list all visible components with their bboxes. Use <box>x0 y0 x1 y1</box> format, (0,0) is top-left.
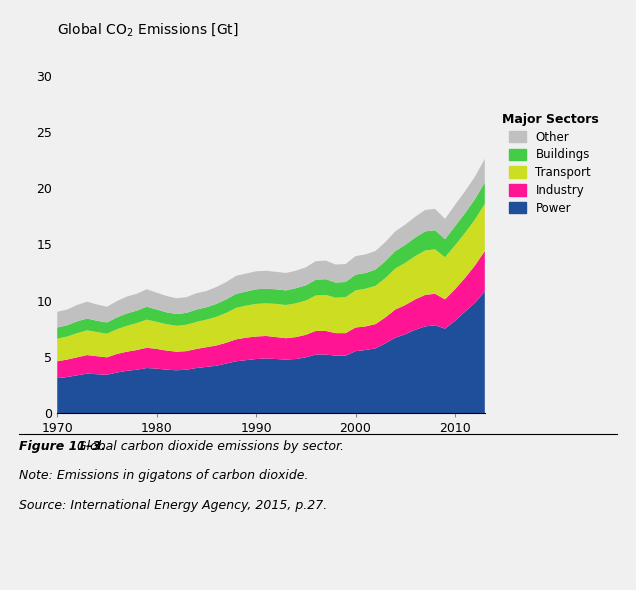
Text: Figure 11–3.: Figure 11–3. <box>19 440 106 453</box>
Text: Global carbon dioxide emissions by sector.: Global carbon dioxide emissions by secto… <box>73 440 344 453</box>
Legend: Other, Buildings, Transport, Industry, Power: Other, Buildings, Transport, Industry, P… <box>502 113 598 215</box>
Text: Note: Emissions in gigatons of carbon dioxide.: Note: Emissions in gigatons of carbon di… <box>19 469 308 482</box>
Text: Source: International Energy Agency, 2015, p.27.: Source: International Energy Agency, 201… <box>19 499 328 512</box>
Text: Global CO$_2$ Emissions [Gt]: Global CO$_2$ Emissions [Gt] <box>57 22 239 38</box>
